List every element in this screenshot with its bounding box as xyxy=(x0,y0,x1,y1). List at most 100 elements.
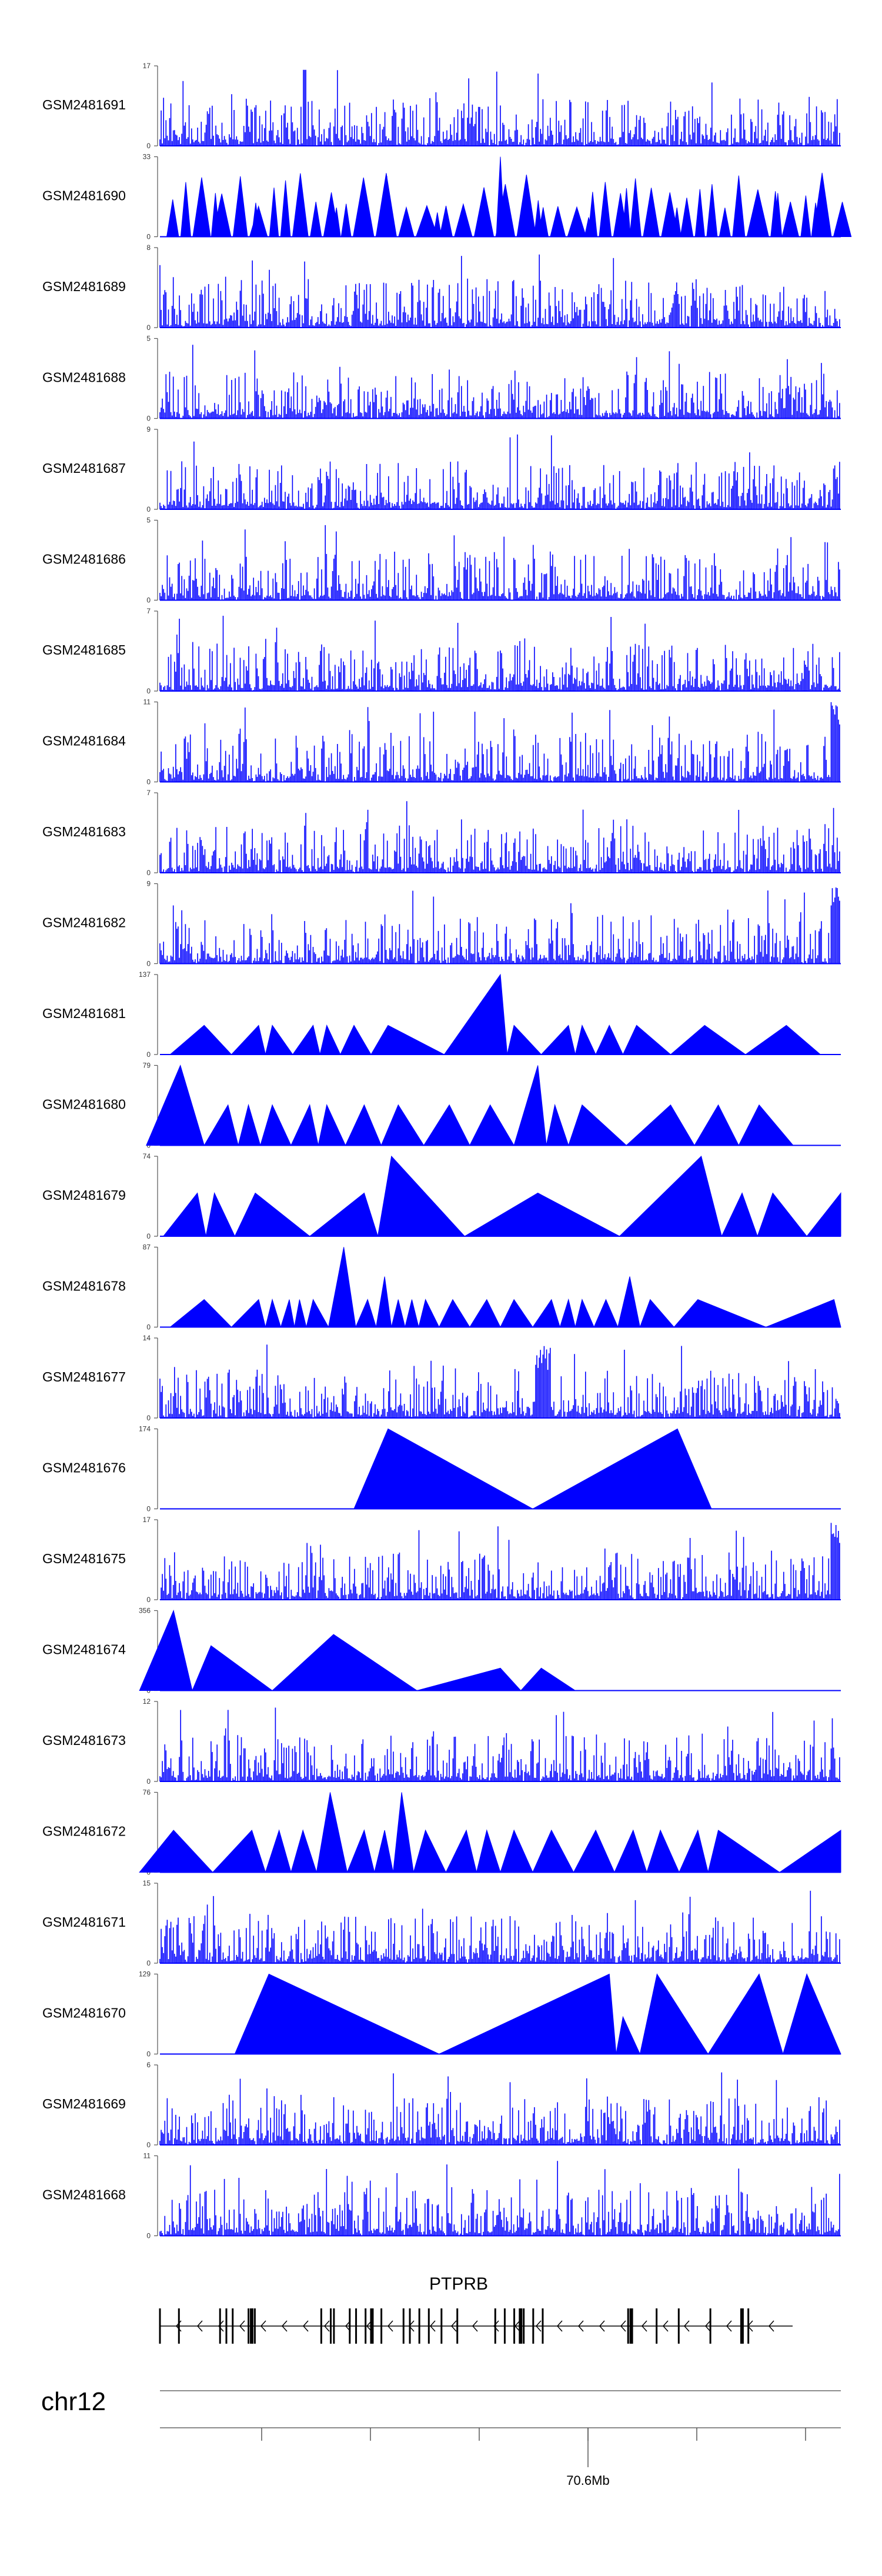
track-GSM2481668: GSM2481668 11 0 xyxy=(42,2152,841,2240)
coverage-area xyxy=(353,1428,712,1509)
strand-arrow xyxy=(662,2320,669,2332)
coverage-tracks: GSM2481691170GSM2481690330GSM248168980GS… xyxy=(42,62,852,2240)
track-GSM2481676: GSM2481676 174 0 xyxy=(42,1425,841,1513)
exon xyxy=(219,2308,221,2344)
gene-label-ptprb: PTPRB xyxy=(429,2274,488,2294)
strand-arrows xyxy=(175,2320,774,2332)
track-GSM2481673: GSM2481673 12 0 xyxy=(42,1697,841,1786)
y-max-label: 137 xyxy=(139,970,151,979)
y-min-label: 0 xyxy=(146,1596,151,1604)
exon xyxy=(330,2308,332,2344)
track-label: GSM2481691 xyxy=(42,97,126,112)
strand-arrow xyxy=(683,2320,690,2332)
track-label: GSM2481688 xyxy=(42,370,126,385)
coverage-bars xyxy=(159,1523,840,1600)
y-min-label: 0 xyxy=(146,1505,151,1513)
coverage-area xyxy=(166,156,852,237)
y-min-label: 0 xyxy=(146,778,151,786)
y-max-label: 12 xyxy=(143,1697,151,1706)
coverage-bars xyxy=(159,525,840,600)
strand-arrow xyxy=(218,2320,224,2332)
track-GSM2481678: GSM2481678 87 0 xyxy=(42,1243,841,1332)
coverage-bars xyxy=(159,887,840,964)
y-max-label: 11 xyxy=(143,698,151,706)
exon xyxy=(370,2308,374,2344)
coverage-area xyxy=(169,1247,841,1327)
track-label: GSM2481677 xyxy=(42,1369,126,1384)
exon xyxy=(656,2308,658,2344)
track-GSM2481677: GSM2481677 14 0 xyxy=(42,1334,841,1422)
y-max-label: 6 xyxy=(146,2061,151,2069)
track-label: GSM2481684 xyxy=(42,733,126,749)
track-GSM2481672: GSM2481672760 xyxy=(42,1788,841,1877)
exon xyxy=(542,2308,544,2344)
strand-arrow xyxy=(747,2320,753,2332)
exon xyxy=(677,2308,680,2344)
strand-arrow xyxy=(260,2320,266,2332)
y-max-label: 74 xyxy=(143,1152,151,1160)
strand-arrow xyxy=(175,2320,182,2332)
exon xyxy=(349,2308,351,2344)
exon xyxy=(355,2308,358,2344)
track-GSM2481691: GSM2481691 17 0 xyxy=(42,62,841,150)
coverage-area xyxy=(169,973,821,1055)
exon xyxy=(409,2308,411,2344)
exon xyxy=(402,2308,405,2344)
exon xyxy=(503,2308,506,2344)
track-GSM2481685: GSM2481685 7 0 xyxy=(42,607,841,695)
axis-ticks xyxy=(261,2428,806,2467)
track-label: GSM2481669 xyxy=(42,2096,126,2111)
track-GSM2481688: GSM2481688 5 0 xyxy=(42,335,841,423)
y-max-label: 129 xyxy=(139,1970,151,1978)
strand-arrow xyxy=(239,2320,245,2332)
track-GSM2481686: GSM2481686 5 0 xyxy=(42,516,841,605)
strand-arrow xyxy=(408,2320,415,2332)
strand-arrow xyxy=(620,2320,626,2332)
coverage-bars xyxy=(159,254,840,328)
y-max-label: 17 xyxy=(143,62,151,70)
gene-track: PTPRB xyxy=(159,2274,793,2344)
y-min-label: 0 xyxy=(146,1323,151,1332)
exon xyxy=(629,2308,633,2344)
exon xyxy=(159,2308,161,2344)
y-max-label: 11 xyxy=(143,2152,151,2160)
track-GSM2481669: GSM2481669 6 0 xyxy=(42,2061,841,2149)
strand-arrow xyxy=(768,2320,774,2332)
track-label: GSM2481680 xyxy=(42,1097,126,1112)
coverage-bars xyxy=(159,801,840,873)
y-max-label: 9 xyxy=(146,425,151,433)
track-label: GSM2481683 xyxy=(42,824,126,839)
track-GSM2481681: GSM2481681 137 0 xyxy=(42,970,841,1059)
strand-arrow xyxy=(302,2320,309,2332)
coverage-bars xyxy=(159,616,840,691)
coverage-bars xyxy=(159,702,840,782)
track-label: GSM2481689 xyxy=(42,279,126,294)
track-label: GSM2481668 xyxy=(42,2187,126,2203)
coverage-area xyxy=(234,1973,841,2054)
coverage-bars xyxy=(159,1707,840,1781)
axis-tick-label: 70.6Mb xyxy=(566,2473,609,2488)
exon xyxy=(380,2308,383,2344)
strand-arrow xyxy=(345,2320,351,2332)
track-GSM2481690: GSM2481690 33 0 xyxy=(42,153,852,241)
track-label: GSM2481676 xyxy=(42,1460,126,1476)
exon xyxy=(250,2308,254,2344)
track-GSM2481670: GSM2481670 129 0 xyxy=(42,1970,841,2058)
y-min-label: 0 xyxy=(146,687,151,695)
track-label: GSM2481674 xyxy=(42,1642,126,1657)
coverage-bars xyxy=(159,2072,840,2145)
y-min-label: 0 xyxy=(146,415,151,423)
y-min-label: 0 xyxy=(146,233,151,241)
strand-arrow xyxy=(535,2320,542,2332)
track-label: GSM2481682 xyxy=(42,915,126,930)
y-max-label: 7 xyxy=(146,789,151,797)
strand-arrow xyxy=(429,2320,436,2332)
y-min-label: 0 xyxy=(146,323,151,332)
strand-arrow xyxy=(450,2320,457,2332)
track-GSM2481689: GSM2481689 8 0 xyxy=(42,243,841,332)
y-max-label: 174 xyxy=(139,1425,151,1433)
strand-arrow xyxy=(556,2320,563,2332)
exon xyxy=(456,2308,459,2344)
y-max-label: 79 xyxy=(143,1062,151,1070)
